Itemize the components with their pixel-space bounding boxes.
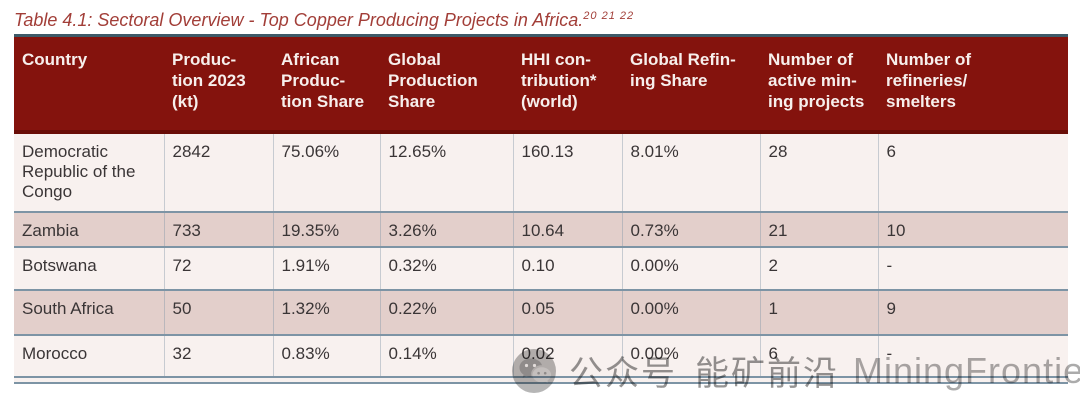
cell-refining-share: 0.00% (621, 246, 760, 291)
cell-refining-share: 0.00% (621, 334, 760, 378)
column-header-production-2023: Produc- tion 2023 (kt) (164, 35, 273, 134)
cell-mining-projects: 1 (759, 289, 878, 336)
cell-refining-share: 0.73% (621, 211, 760, 248)
watermark-account-name-cn: 能矿前沿 (695, 355, 839, 393)
cell-african-share: 1.32% (272, 289, 380, 336)
cell-hhi: 0.05 (512, 289, 622, 336)
cell-country: Botswana (14, 246, 164, 291)
cell-refining-share: 8.01% (621, 131, 760, 213)
cell-country: Zambia (14, 211, 164, 248)
cell-refining-share: 0.00% (621, 289, 760, 336)
header-row: Country Produc- tion 2023 (kt) African P… (14, 35, 1068, 134)
watermark-platform-label: 公众号 (569, 355, 677, 393)
cell-mining-projects: 6 (759, 334, 878, 378)
cell-global-share: 0.22% (379, 289, 513, 336)
column-header-hhi-contribution: HHI con- tribution* (world) (513, 35, 622, 134)
cell-refineries: 6 (877, 131, 1068, 213)
cell-african-share: 1.91% (272, 246, 380, 291)
cell-hhi: 10.64 (512, 211, 622, 248)
copper-projects-table: Country Produc- tion 2023 (kt) African P… (14, 34, 1068, 384)
cell-global-share: 0.32% (379, 246, 513, 291)
cell-country: South Africa (14, 289, 164, 336)
cell-mining-projects: 21 (759, 211, 878, 248)
cell-country: Morocco (14, 334, 164, 378)
table-row-morocco: Morocco 32 0.83% 0.14% 0.02 0.00% 6 - (14, 334, 1068, 378)
table-caption: Table 4.1: Sectoral Overview - Top Coppe… (14, 5, 1080, 31)
cell-global-share: 0.14% (379, 334, 513, 378)
table-caption-text: Table 4.1: Sectoral Overview - Top Coppe… (14, 10, 584, 30)
cell-refineries: - (877, 246, 1068, 291)
cell-hhi: 0.10 (512, 246, 622, 291)
cell-african-share: 75.06% (272, 131, 380, 213)
column-header-global-refining-share: Global Refin- ing Share (622, 35, 760, 134)
cell-hhi: 160.13 (512, 131, 622, 213)
footnote-references: 20 21 22 (583, 10, 635, 22)
cell-african-share: 19.35% (272, 211, 380, 248)
cell-production: 32 (163, 334, 273, 378)
cell-mining-projects: 2 (759, 246, 878, 291)
cell-country: Democratic Republic of the Congo (14, 131, 164, 213)
cell-global-share: 3.26% (379, 211, 513, 248)
table-body: Democratic Republic of the Congo 2842 75… (14, 131, 1068, 384)
cell-production: 72 (163, 246, 273, 291)
cell-refineries: 10 (877, 211, 1068, 248)
cell-production: 733 (163, 211, 273, 248)
column-header-global-production-share: Global Production Share (380, 35, 513, 134)
table-row-south-africa: South Africa 50 1.32% 0.22% 0.05 0.00% 1… (14, 289, 1068, 336)
column-header-country: Country (14, 35, 164, 134)
cell-refineries: - (877, 334, 1068, 378)
column-header-active-mining-projects: Number of active min- ing projects (760, 35, 878, 134)
cell-mining-projects: 28 (759, 131, 878, 213)
cell-african-share: 0.83% (272, 334, 380, 378)
wechat-icon (512, 348, 556, 393)
column-header-african-production-share: African Produc- tion Share (273, 35, 380, 134)
table-row-botswana: Botswana 72 1.91% 0.32% 0.10 0.00% 2 - (14, 246, 1068, 291)
table-header: Country Produc- tion 2023 (kt) African P… (14, 35, 1068, 134)
cell-production: 50 (163, 289, 273, 336)
cell-global-share: 12.65% (379, 131, 513, 213)
watermark-account-name-en: MiningFrontier (853, 349, 1080, 391)
watermark: 公众号 能矿前沿 MiningFrontier (512, 346, 1080, 395)
cell-production: 2842 (163, 131, 273, 213)
column-header-refineries-smelters: Number of refineries/ smelters (878, 35, 1068, 134)
table-row-zambia: Zambia 733 19.35% 3.26% 10.64 0.73% 21 1… (14, 211, 1068, 248)
cell-refineries: 9 (877, 289, 1068, 336)
table-row-drc: Democratic Republic of the Congo 2842 75… (14, 131, 1068, 213)
